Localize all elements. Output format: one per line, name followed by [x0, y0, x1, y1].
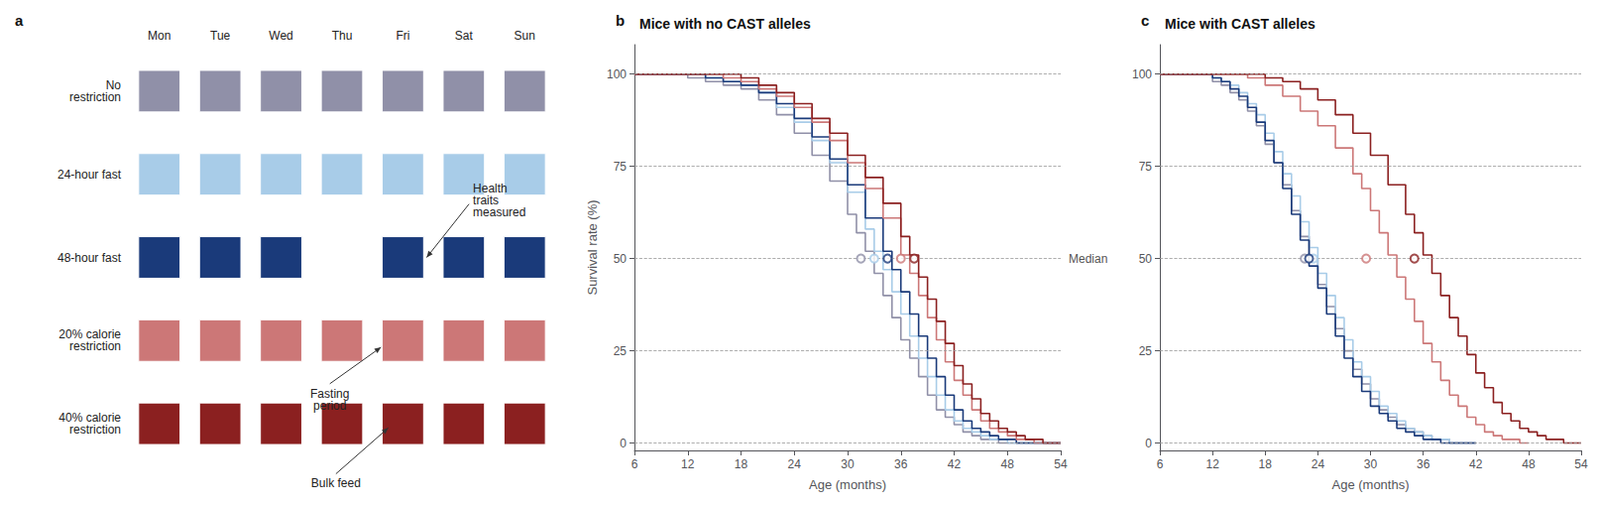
svg-text:Fasting: Fasting	[310, 386, 350, 401]
svg-text:No: No	[105, 78, 121, 93]
svg-text:25: 25	[613, 343, 628, 358]
svg-text:42: 42	[1469, 457, 1484, 471]
svg-text:0: 0	[1144, 436, 1152, 451]
svg-text:period: period	[313, 398, 346, 413]
svg-text:36: 36	[894, 457, 909, 471]
svg-text:traits: traits	[472, 193, 499, 207]
svg-text:measured: measured	[472, 205, 526, 220]
svg-text:25: 25	[1139, 343, 1153, 358]
svg-text:Health: Health	[472, 181, 508, 195]
svg-text:restriction: restriction	[69, 90, 121, 105]
svg-text:Median: Median	[1068, 251, 1108, 266]
svg-text:Mice with CAST alleles: Mice with CAST alleles	[1164, 15, 1316, 32]
svg-text:20% calorie: 20% calorie	[58, 327, 121, 342]
svg-text:54: 54	[1053, 457, 1068, 471]
svg-text:12: 12	[1205, 457, 1220, 471]
svg-text:Thu: Thu	[332, 28, 353, 43]
svg-text:restriction: restriction	[69, 422, 121, 437]
svg-text:100: 100	[1132, 67, 1152, 82]
svg-text:6: 6	[1156, 457, 1164, 471]
svg-text:Fri: Fri	[395, 28, 410, 43]
svg-text:48-hour fast: 48-hour fast	[57, 250, 122, 265]
svg-text:30: 30	[840, 457, 855, 471]
svg-text:Survival rate (%): Survival rate (%)	[584, 199, 600, 295]
svg-text:100: 100	[606, 67, 627, 82]
svg-text:6: 6	[631, 457, 639, 471]
svg-text:54: 54	[1574, 457, 1589, 471]
svg-text:a: a	[14, 11, 24, 29]
svg-text:b: b	[615, 11, 625, 29]
svg-text:42: 42	[947, 457, 962, 471]
svg-text:12: 12	[681, 457, 695, 471]
svg-text:c: c	[1141, 11, 1149, 29]
svg-text:restriction: restriction	[69, 339, 121, 353]
svg-text:50: 50	[613, 251, 628, 266]
svg-text:40% calorie: 40% calorie	[58, 410, 121, 425]
svg-text:Mon: Mon	[147, 28, 171, 43]
svg-text:Mice with no CAST alleles: Mice with no CAST alleles	[639, 15, 811, 32]
svg-text:75: 75	[1139, 159, 1153, 174]
svg-text:Sun: Sun	[514, 28, 536, 43]
svg-text:18: 18	[1258, 457, 1273, 471]
svg-text:48: 48	[1001, 457, 1016, 471]
svg-text:24: 24	[788, 457, 802, 471]
svg-text:0: 0	[619, 436, 627, 451]
svg-text:48: 48	[1521, 457, 1536, 471]
svg-text:24: 24	[1311, 457, 1326, 471]
svg-text:Bulk feed: Bulk feed	[311, 475, 361, 490]
svg-text:30: 30	[1364, 457, 1378, 471]
svg-text:Sat: Sat	[455, 28, 474, 43]
svg-text:24-hour fast: 24-hour fast	[57, 167, 122, 182]
svg-text:Tue: Tue	[210, 28, 231, 43]
svg-text:18: 18	[734, 457, 749, 471]
svg-text:Wed: Wed	[268, 28, 293, 43]
svg-text:Age (months): Age (months)	[808, 476, 887, 492]
svg-text:50: 50	[1139, 251, 1153, 266]
svg-text:75: 75	[613, 159, 628, 174]
svg-text:36: 36	[1416, 457, 1431, 471]
svg-text:Age (months): Age (months)	[1331, 476, 1409, 492]
